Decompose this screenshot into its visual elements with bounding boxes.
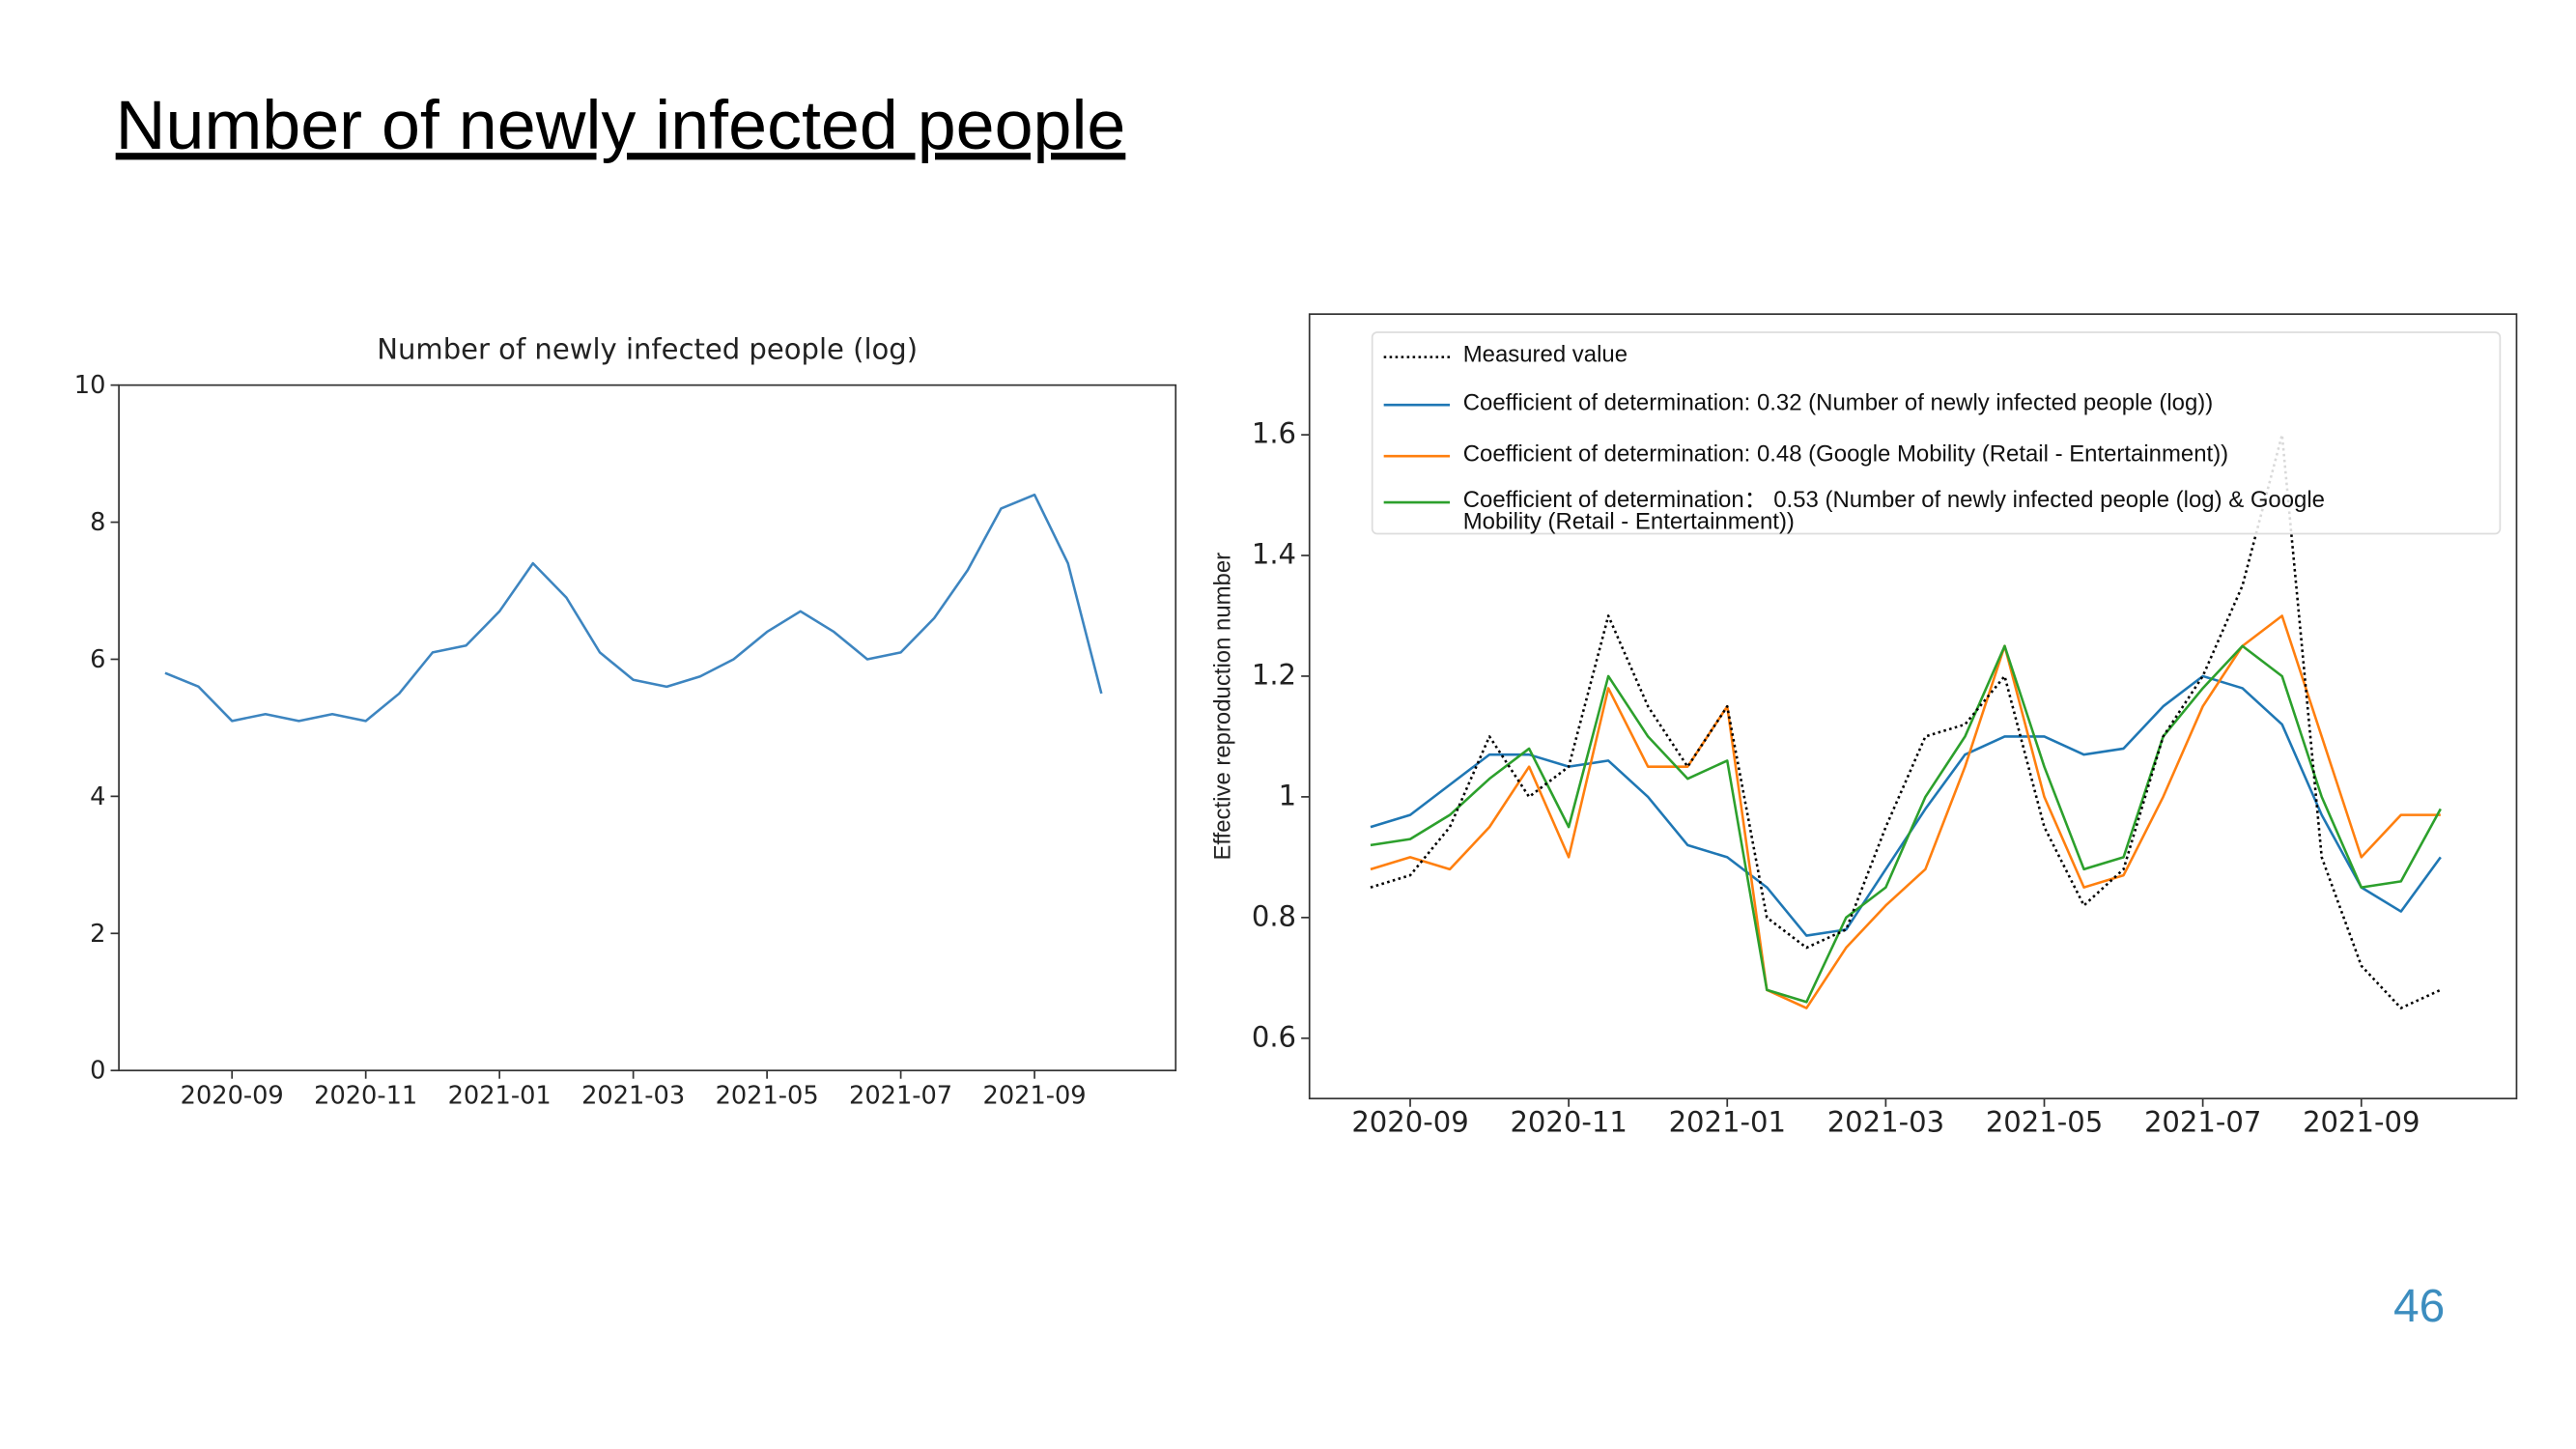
y-tick-label: 0.6	[1252, 1020, 1296, 1053]
y-tick-label: 10	[74, 371, 106, 400]
legend-box	[1371, 331, 2502, 535]
x-tick-label: 2020-11	[1510, 1105, 1627, 1138]
plot-frame	[1308, 313, 2518, 1100]
series-line	[1370, 644, 2442, 1004]
legend-entry: Coefficient of determination: 0.32 (Numb…	[1462, 391, 2214, 415]
legend-label: Coefficient of determination: 0.32 (Numb…	[1462, 391, 2214, 415]
x-tick-label: 2021-01	[448, 1081, 552, 1110]
legend-label: Measured value	[1462, 343, 1628, 367]
series-line	[1370, 614, 2441, 1009]
x-tick-label: 2021-09	[983, 1081, 1087, 1110]
y-tick-label: 1.4	[1252, 538, 1296, 571]
x-tick-label: 2021-09	[2303, 1105, 2420, 1138]
slide-title: Number of newly infected people	[116, 87, 1126, 164]
chart-title: Number of newly infected people (log)	[377, 332, 918, 365]
x-tick-label: 2021-07	[849, 1081, 952, 1110]
legend-entry: Coefficient of determination： 0.53 (Numb…	[1462, 489, 2326, 534]
x-tick-label: 2021-07	[2144, 1105, 2261, 1138]
x-tick-label: 2021-01	[1669, 1105, 1786, 1138]
x-tick-label: 2020-09	[181, 1081, 284, 1110]
legend-label: Coefficient of determination: 0.48 (Goog…	[1462, 442, 2229, 467]
y-tick-label: 6	[90, 645, 105, 674]
x-tick-label: 2021-05	[1986, 1105, 2103, 1138]
page-number: 46	[2393, 1281, 2445, 1332]
x-tick-label: 2021-03	[1827, 1105, 1944, 1138]
legend-entry: Measured value	[1462, 343, 1628, 367]
x-tick-label: 2021-05	[716, 1081, 819, 1110]
y-tick-label: 1.2	[1252, 659, 1296, 692]
y-tick-label: 4	[90, 782, 105, 811]
x-tick-label: 2021-03	[581, 1081, 685, 1110]
legend-entry: Coefficient of determination: 0.48 (Goog…	[1462, 442, 2229, 467]
y-tick-label: 1	[1279, 779, 1296, 811]
y-tick-label: 1.6	[1252, 417, 1296, 450]
y-tick-label: 2	[90, 920, 105, 949]
x-tick-label: 2020-11	[314, 1081, 417, 1110]
series-line	[164, 493, 1103, 723]
y-axis-label: Effective reproduction number	[1210, 553, 1236, 861]
x-tick-label: 2020-09	[1351, 1105, 1468, 1138]
y-tick-label: 0.8	[1252, 899, 1296, 932]
y-tick-label: 8	[90, 508, 105, 537]
y-tick-label: 0	[90, 1057, 105, 1086]
legend-label: Coefficient of determination： 0.53 (Numb…	[1462, 489, 2326, 534]
plot-frame	[118, 384, 1177, 1072]
